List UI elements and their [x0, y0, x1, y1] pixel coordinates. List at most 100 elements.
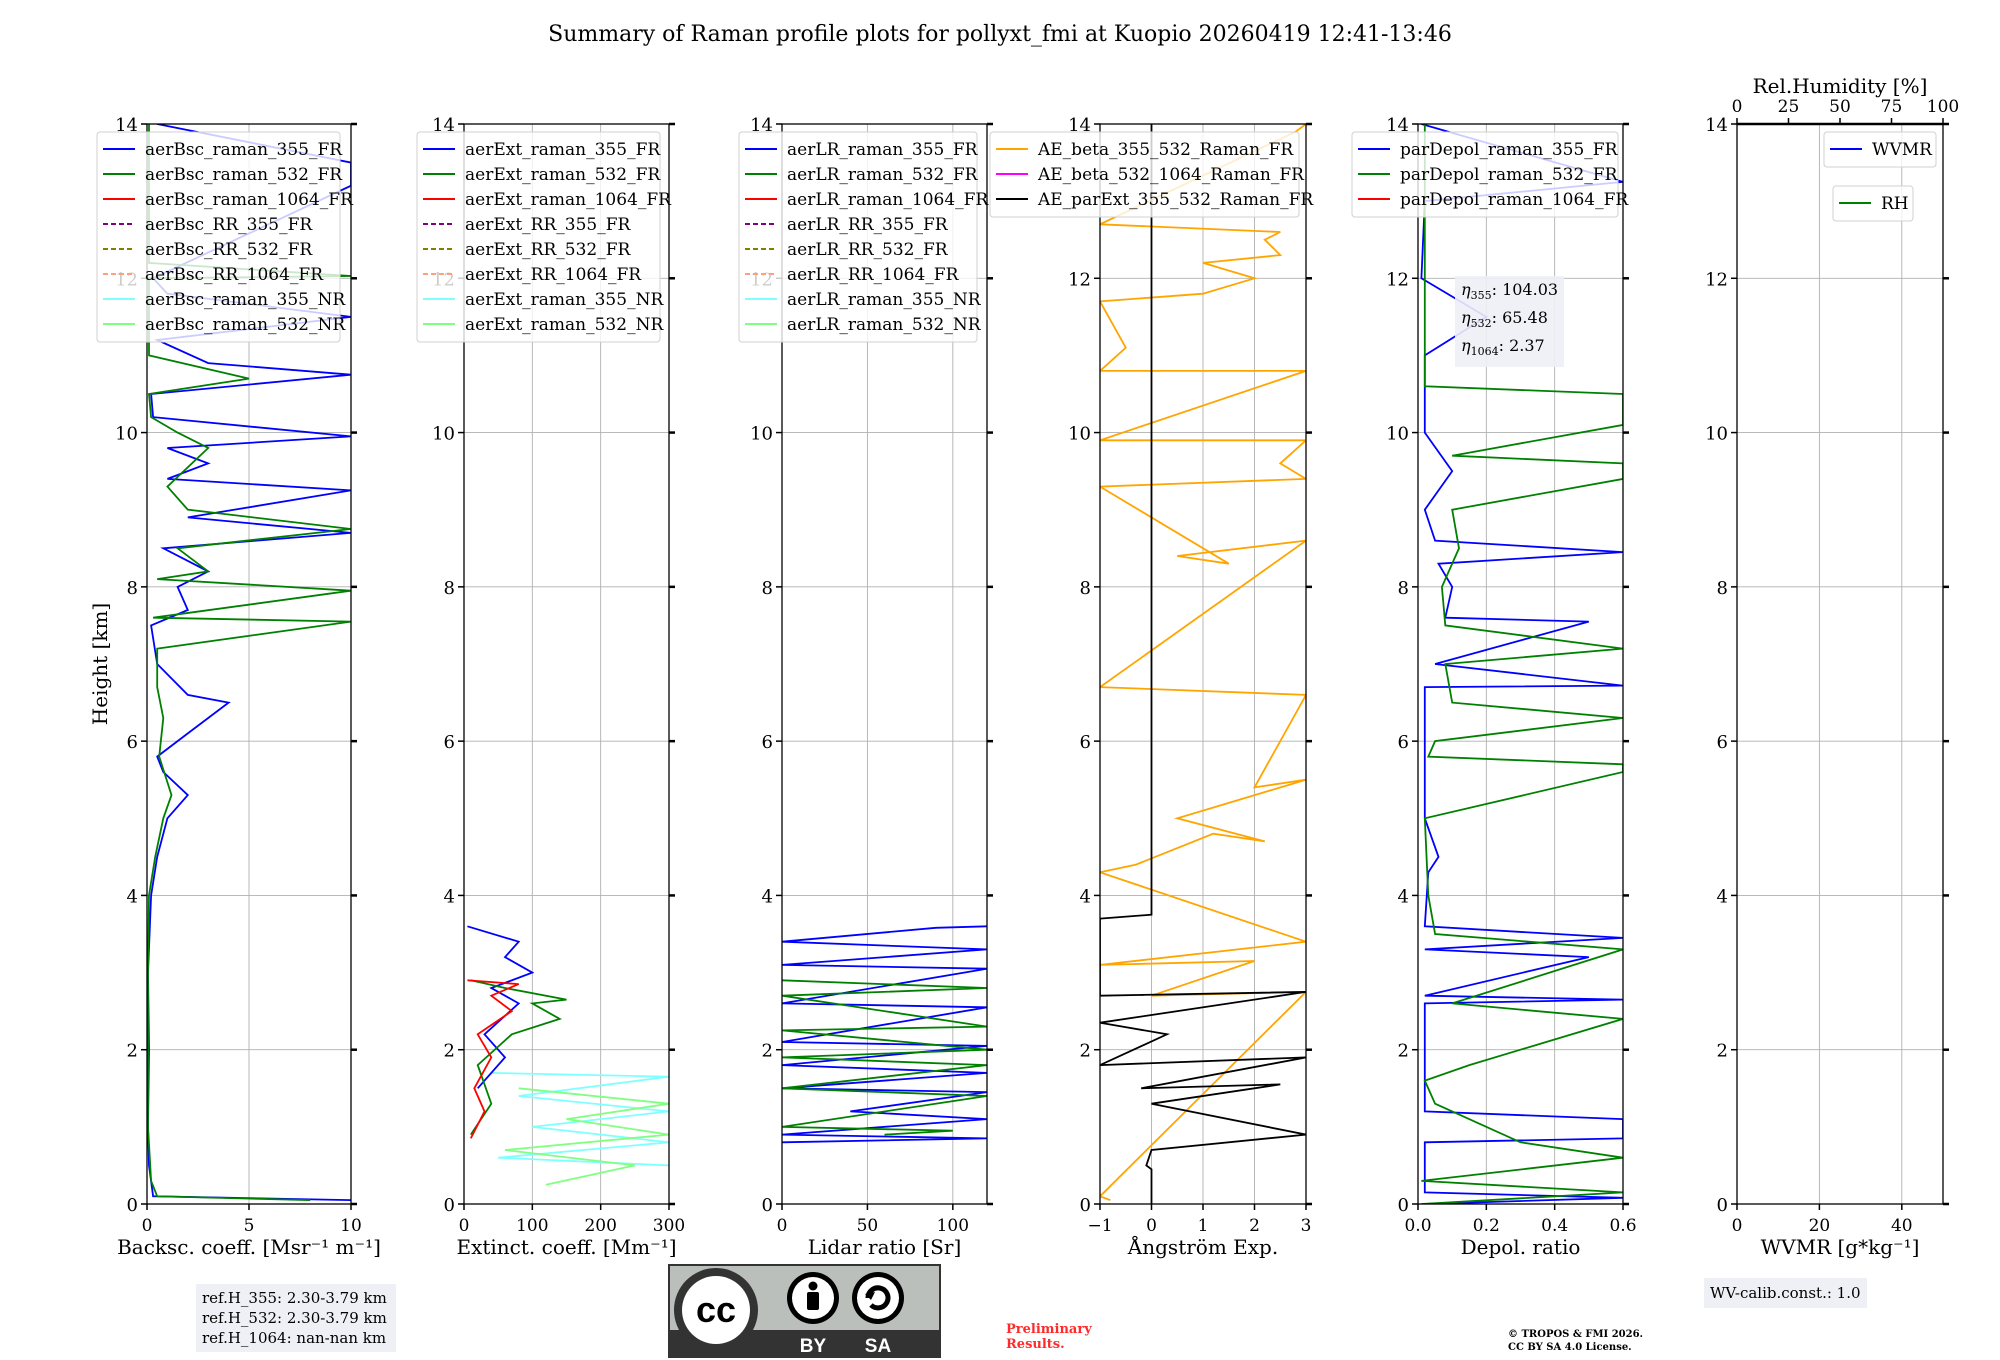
- series-line-aerExt_raman_532_NR: [504, 1087, 669, 1186]
- y-tick-label: 10: [115, 424, 138, 445]
- x-tick-label: 20: [1809, 1216, 1831, 1236]
- legend-label: aerLR_raman_355_NR: [787, 290, 982, 310]
- rh-axis-label: Rel.Humidity [%]: [1752, 74, 1928, 98]
- legend-frame: [96, 131, 341, 343]
- legend-label: aerLR_RR_1064_FR: [787, 265, 960, 285]
- x-tick-label: 200: [584, 1216, 616, 1236]
- x-tick-label: 0.4: [1541, 1216, 1568, 1236]
- ref-height-1064: ref.H_1064: nan-nan km: [202, 1329, 387, 1347]
- y-tick-label: 2: [1398, 1041, 1409, 1062]
- legend-label: aerExt_raman_355_NR: [465, 290, 664, 310]
- y-tick-label: 14: [432, 115, 455, 136]
- legend-label: aerExt_raman_1064_FR: [465, 190, 672, 210]
- legend-label: parDepol_raman_1064_FR: [1400, 190, 1629, 210]
- y-tick-label: 0: [127, 1195, 138, 1216]
- legend: parDepol_raman_355_FR parDepol_raman_532_…: [1351, 131, 1629, 218]
- x-axis-label: Backsc. coeff. [Msr⁻¹ m⁻¹]: [117, 1235, 381, 1259]
- y-tick-label: 10: [1705, 424, 1728, 445]
- y-tick-label: 4: [1398, 886, 1409, 907]
- series-line-aerBsc_raman_532_FR: [147, 124, 351, 1201]
- series-group: [1100, 124, 1306, 1204]
- preliminary-note: Preliminary Results.: [1006, 1322, 1092, 1352]
- series-line-parDepol_raman_355_FR: [1420, 124, 1623, 1204]
- legend-label: aerLR_raman_1064_FR: [787, 190, 989, 210]
- legend-frame: [416, 131, 661, 343]
- figure-title: Summary of Raman profile plots for polly…: [548, 22, 1452, 47]
- y-tick-label: 14: [750, 115, 773, 136]
- legend-frame: [1823, 131, 1937, 168]
- series-group: [147, 124, 351, 1201]
- x-tick-label: 0: [459, 1216, 470, 1236]
- svg-text:SA: SA: [865, 1336, 892, 1357]
- svg-text:BY: BY: [800, 1336, 827, 1357]
- y-tick-label: 0: [444, 1195, 455, 1216]
- x-tick-label: 0.0: [1404, 1216, 1431, 1236]
- legend-label: aerLR_raman_355_FR: [787, 140, 979, 160]
- y-tick-label: 4: [762, 886, 773, 907]
- x-axis-label: Depol. ratio: [1461, 1235, 1581, 1259]
- legend-label: AE_beta_532_1064_Raman_FR: [1037, 165, 1305, 185]
- series-line-aerExt_raman_355_FR: [467, 925, 535, 1089]
- y-tick-label: 6: [1398, 732, 1409, 753]
- axes-frame: [1099, 123, 1307, 1205]
- eta-1064: η1064: 2.37: [1461, 336, 1545, 359]
- y-tick-label: 12: [1386, 269, 1409, 290]
- rh-tick-label: 25: [1778, 97, 1800, 117]
- y-tick-label: 12: [1068, 269, 1091, 290]
- panel-3: 02468101214050100Lidar ratio [Sr]aerLR_r…: [738, 115, 993, 1259]
- reference-height-box: ref.H_355: 2.30-3.79 km ref.H_532: 2.30-…: [196, 1284, 396, 1352]
- x-axis-label: Ångström Exp.: [1127, 1234, 1278, 1259]
- legend: aerExt_raman_355_FR aerExt_raman_532_FRae…: [416, 131, 672, 343]
- series-line-aerBsc_raman_355_FR: [147, 124, 351, 1201]
- x-tick-label: −1: [1087, 1216, 1112, 1236]
- x-tick-label: 10: [340, 1216, 362, 1236]
- legend-label: aerBsc_raman_355_NR: [145, 290, 346, 310]
- legend: aerBsc_raman_355_FR aerBsc_raman_532_FRae…: [96, 131, 354, 343]
- y-tick-label: 0: [1717, 1195, 1728, 1216]
- x-tick-label: 3: [1301, 1216, 1312, 1236]
- ref-height-355: ref.H_355: 2.30-3.79 km: [202, 1289, 387, 1307]
- legend-rh: RH: [1832, 185, 1914, 222]
- x-tick-label: 0.6: [1609, 1216, 1636, 1236]
- y-tick-label: 4: [444, 886, 455, 907]
- y-tick-label: 8: [444, 578, 455, 599]
- legend-label: WVMR: [1872, 140, 1933, 160]
- y-tick-label: 6: [127, 732, 138, 753]
- x-axis-label: Lidar ratio [Sr]: [808, 1235, 962, 1259]
- series-group: [467, 925, 669, 1186]
- x-tick-label: 0.2: [1473, 1216, 1500, 1236]
- y-tick-label: 2: [762, 1041, 773, 1062]
- legend-label: aerBsc_RR_355_FR: [145, 215, 313, 235]
- y-tick-label: 6: [444, 732, 455, 753]
- y-tick-label: 8: [1398, 578, 1409, 599]
- y-tick-label: 6: [762, 732, 773, 753]
- axes-frame: [1736, 123, 1944, 1205]
- legend: AE_beta_355_532_Raman_FR AE_beta_532_1064…: [989, 131, 1314, 218]
- y-tick-label: 10: [1386, 424, 1409, 445]
- y-tick-label: 4: [127, 886, 138, 907]
- rh-tick-label: 100: [1927, 97, 1959, 117]
- legend-label: aerLR_RR_532_FR: [787, 240, 949, 260]
- y-tick-label: 8: [1080, 578, 1091, 599]
- y-tick-label: 12: [1705, 269, 1728, 290]
- panel-2: 024681012140100200300Extinct. coeff. [Mm…: [416, 115, 685, 1259]
- series-line-aerLR_raman_355_FR: [782, 925, 987, 1144]
- legend-label: AE_beta_355_532_Raman_FR: [1037, 140, 1294, 160]
- axes-frame: [781, 123, 988, 1205]
- legend-label: aerLR_raman_532_FR: [787, 165, 979, 185]
- y-tick-label: 10: [750, 424, 773, 445]
- y-tick-label: 0: [762, 1195, 773, 1216]
- axes-frame: [146, 123, 352, 1205]
- legend-label: aerLR_RR_355_FR: [787, 215, 949, 235]
- y-tick-label: 6: [1717, 732, 1728, 753]
- x-tick-label: 40: [1891, 1216, 1913, 1236]
- legend-label: aerExt_raman_355_FR: [465, 140, 661, 160]
- legend-label: aerBsc_raman_532_NR: [145, 315, 346, 335]
- y-tick-label: 14: [1068, 115, 1091, 136]
- y-tick-label: 6: [1080, 732, 1091, 753]
- legend-frame: [1832, 185, 1914, 222]
- x-tick-label: 5: [244, 1216, 255, 1236]
- y-tick-label: 0: [1080, 1195, 1091, 1216]
